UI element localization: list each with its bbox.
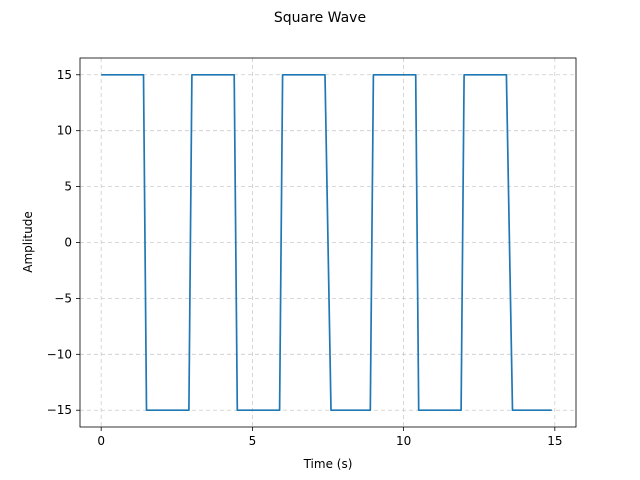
- x-axis-ticks: 0 5 10 15: [97, 427, 562, 448]
- x-tick-label: 10: [396, 434, 411, 448]
- y-tick-label: −15: [47, 403, 72, 417]
- y-tick-label: −10: [47, 347, 72, 361]
- y-tick-label: 15: [57, 68, 72, 82]
- x-tick-label: 15: [547, 434, 562, 448]
- y-tick-label: 10: [57, 124, 72, 138]
- series-layer: [101, 73, 552, 412]
- x-tick-label: 0: [97, 434, 105, 448]
- x-tick-label: 5: [249, 434, 257, 448]
- chart-title: Square Wave: [274, 10, 366, 26]
- y-tick-label: 0: [64, 236, 72, 250]
- y-tick-label: −5: [54, 291, 72, 305]
- x-axis-label: Time (s): [303, 457, 353, 471]
- y-axis-label: Amplitude: [21, 211, 35, 273]
- square-wave-line: [101, 73, 552, 412]
- grid: [80, 58, 576, 427]
- y-tick-label: 5: [64, 180, 72, 194]
- y-axis-ticks: −15 −10 −5 0 5 10 15: [47, 68, 80, 417]
